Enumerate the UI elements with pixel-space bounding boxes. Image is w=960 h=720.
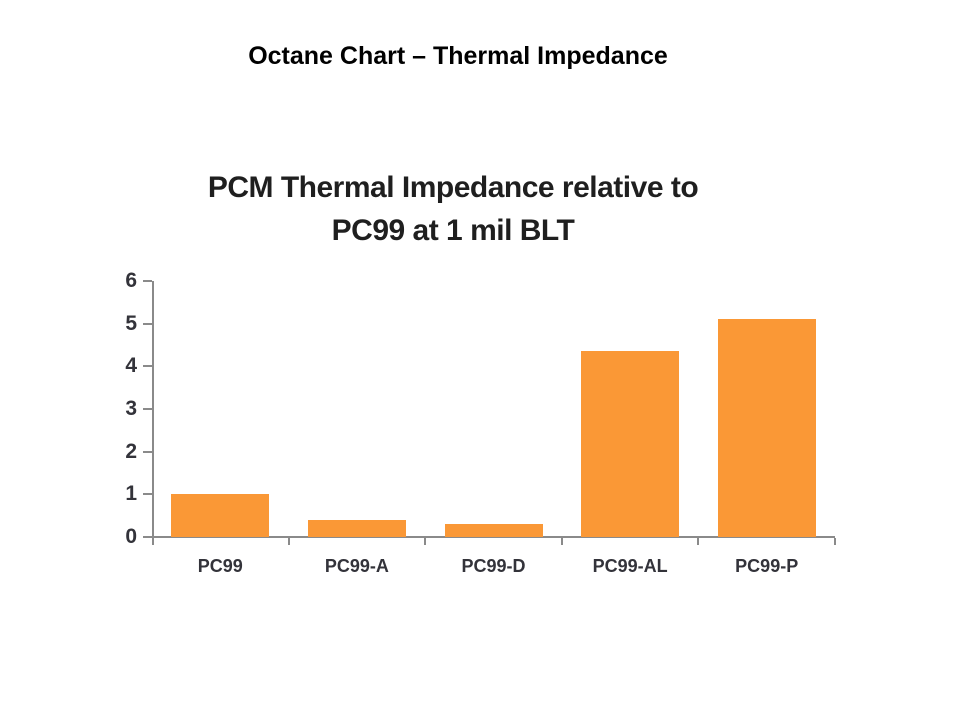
chart-title: PCM Thermal Impedance relative to PC99 a…: [110, 166, 796, 252]
x-category-label-PC99: PC99: [197, 556, 243, 576]
y-tick-label: 2: [125, 439, 137, 463]
chart-title-line-1: PCM Thermal Impedance relative to: [207, 171, 699, 204]
y-tick-mark: [143, 450, 152, 453]
x-category-label-PC99-D: PC99-D: [461, 556, 526, 576]
y-tick-mark: [143, 536, 152, 538]
x-axis-line: [152, 536, 835, 538]
y-tick-label: 0: [125, 525, 137, 548]
y-axis-line: [152, 281, 154, 538]
x-tick-mark: [834, 538, 836, 545]
y-tick-label: 4: [125, 354, 137, 378]
bar-PC99-A: [307, 519, 406, 537]
y-tick-mark: [143, 493, 152, 496]
x-tick-mark: [152, 538, 154, 545]
y-tick-label: 3: [125, 397, 137, 420]
thermal-impedance-bar-chart: PCM Thermal Impedance relative to PC99 a…: [110, 150, 872, 620]
y-tick-label: 6: [125, 269, 137, 292]
bar-PC99-P: [717, 319, 816, 537]
bar-PC99: [171, 494, 270, 537]
y-tick-mark: [143, 322, 152, 325]
chart-title-line-2: PC99 at 1 mil BLT: [331, 214, 575, 247]
x-category-label-PC99-AL: PC99-AL: [592, 556, 668, 576]
slide-title: Octane Chart – Thermal Impedance: [248, 42, 668, 70]
x-tick-mark: [424, 538, 427, 545]
x-tick-mark: [560, 538, 563, 545]
plot-area: 0 1 2 3 4 5 6 PC99 PC99-A PC99-D PC99-AL PC99-P: [125, 269, 836, 579]
y-tick-label: 5: [125, 311, 137, 335]
x-tick-mark: [287, 538, 290, 545]
x-category-label-PC99-P: PC99-P: [735, 556, 799, 576]
y-tick-label: 1: [125, 482, 137, 506]
bar-PC99-D: [444, 524, 543, 537]
y-tick-mark: [143, 408, 152, 410]
y-tick-mark: [143, 280, 152, 282]
bar-PC99-AL: [581, 351, 680, 537]
y-tick-mark: [143, 365, 152, 368]
x-tick-mark: [697, 538, 700, 545]
x-category-label-PC99-A: PC99-A: [324, 556, 389, 576]
